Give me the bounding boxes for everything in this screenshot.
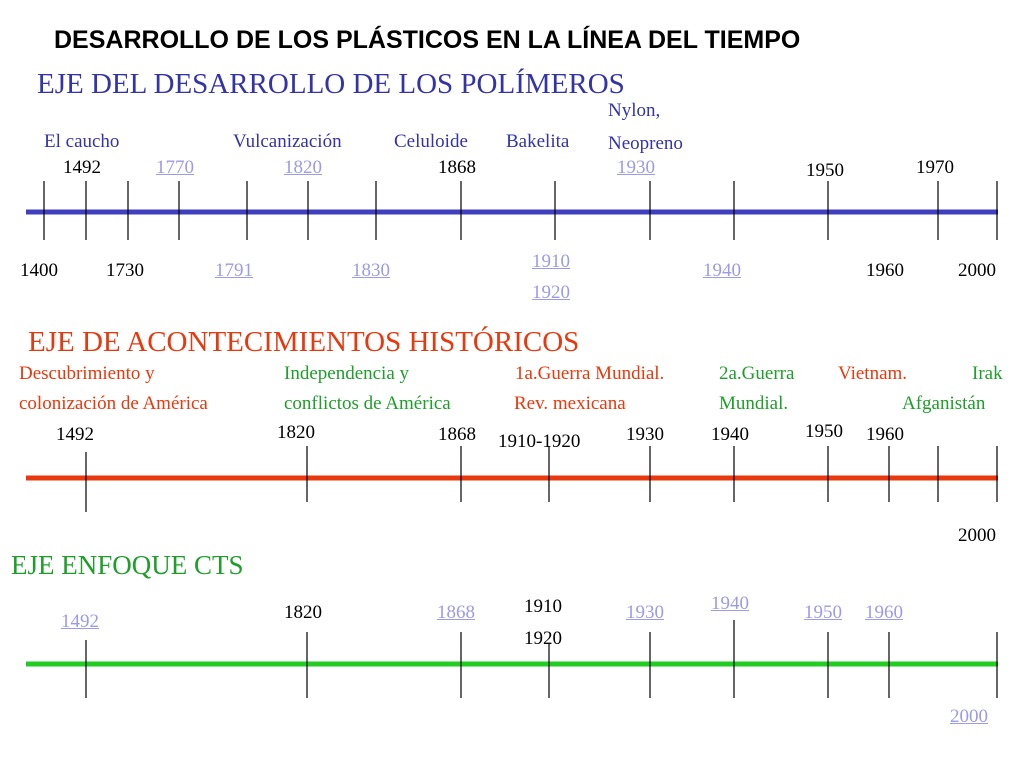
axis3-link-1960[interactable]: 1960 [865, 602, 903, 623]
event-guerra1-line2: Rev. mexicana [514, 393, 626, 414]
axis2-year-1930: 1930 [626, 424, 664, 445]
axis1-link-1820[interactable]: 1820 [284, 157, 322, 178]
axis3-link-2000[interactable]: 2000 [950, 706, 988, 727]
axis1-link-1791[interactable]: 1791 [215, 260, 253, 281]
event-guerra2-line2: Mundial. [719, 393, 789, 414]
axis1-link-1930[interactable]: 1930 [617, 157, 655, 178]
event-celuloide: Celuloide [394, 131, 468, 152]
event-independencia-line2: conflictos de América [284, 393, 451, 414]
axis1-year-1868: 1868 [438, 157, 476, 178]
event-independencia-line1: Independencia y [284, 363, 410, 384]
event-nylon: Nylon, [608, 100, 661, 121]
axis1-link-1770[interactable]: 1770 [156, 157, 194, 178]
axis1-link-1940[interactable]: 1940 [703, 260, 741, 281]
axis1-year-1492: 1492 [63, 157, 101, 178]
event-descubrimiento-line2: colonización de América [19, 393, 208, 414]
axis1-year-1730: 1730 [106, 260, 144, 281]
axis3-year-1920: 1920 [524, 628, 562, 649]
axis3-year-1910: 1910 [524, 596, 562, 617]
axis1-ticks [43, 181, 998, 240]
event-vulcanizacion: Vulcanización [233, 131, 342, 152]
event-afganistan: Afganistán [902, 393, 986, 414]
axis1-link-1910[interactable]: 1910 [532, 251, 570, 272]
axis1-year-1400: 1400 [20, 260, 58, 281]
event-bakelita: Bakelita [506, 131, 570, 152]
event-guerra1-line1: 1a.Guerra Mundial. [515, 363, 665, 384]
event-vietnam: Vietnam. [838, 363, 908, 384]
axis1-link-1920[interactable]: 1920 [532, 282, 570, 303]
axis3-link-1492[interactable]: 1492 [61, 611, 99, 632]
axis3-year-1820: 1820 [284, 602, 322, 623]
axis3-link-1940[interactable]: 1940 [711, 593, 749, 614]
axis2-year-1492: 1492 [56, 424, 94, 445]
axis3-ticks [85, 620, 998, 698]
axis1-link-1830[interactable]: 1830 [352, 260, 390, 281]
axis2-year-2000: 2000 [958, 525, 996, 546]
axis3-link-1868[interactable]: 1868 [437, 602, 475, 623]
axis2-year-1910-1920: 1910-1920 [498, 431, 581, 452]
axis1-year-1960: 1960 [866, 260, 904, 281]
axis3-link-1930[interactable]: 1930 [626, 602, 664, 623]
axis2-year-1940: 1940 [711, 424, 749, 445]
event-caucho: El caucho [44, 131, 120, 152]
axis1-year-1950: 1950 [806, 160, 844, 181]
event-neopreno: Neopreno [608, 133, 683, 154]
page-title: DESARROLLO DE LOS PLÁSTICOS EN LA LÍNEA … [54, 26, 801, 54]
axis2-year-1820: 1820 [277, 422, 315, 443]
axis3-link-1950[interactable]: 1950 [804, 602, 842, 623]
axis2-heading: EJE DE ACONTECIMIENTOS HISTÓRICOS [28, 326, 580, 358]
event-irak: Irak [972, 363, 1003, 384]
axis3-heading: EJE ENFOQUE CTS [11, 550, 244, 580]
event-descubrimiento-line1: Descubrimiento y [19, 363, 155, 384]
event-guerra2-line1: 2a.Guerra [719, 363, 795, 384]
axis1-heading: EJE DEL DESARROLLO DE LOS POLÍMEROS [37, 68, 625, 100]
axis2-year-1960: 1960 [866, 424, 904, 445]
axis1-year-1970: 1970 [916, 157, 954, 178]
axis2-year-1868: 1868 [438, 424, 476, 445]
axis2-ticks [85, 446, 998, 512]
axis1-year-2000: 2000 [958, 260, 996, 281]
axis2-year-1950: 1950 [805, 421, 843, 442]
